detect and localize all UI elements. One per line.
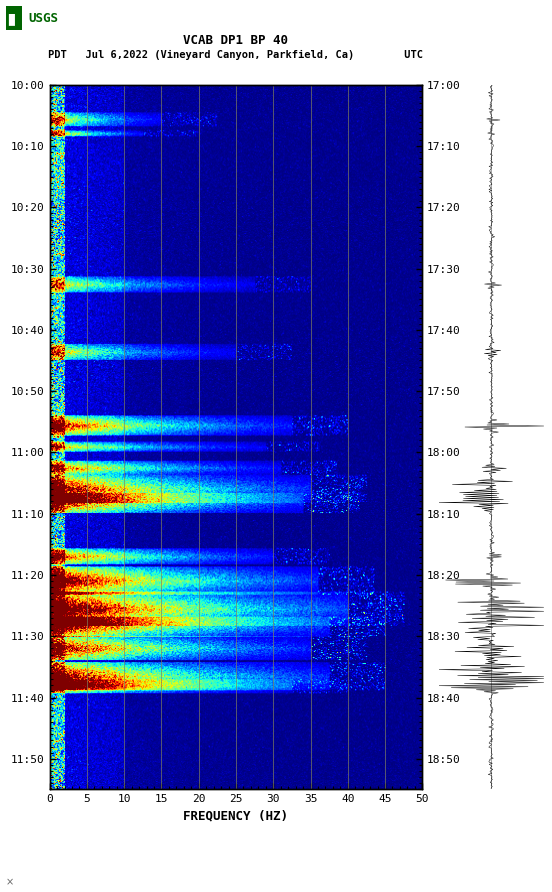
Bar <box>6 6 22 30</box>
X-axis label: FREQUENCY (HZ): FREQUENCY (HZ) <box>183 810 289 822</box>
Text: USGS: USGS <box>29 12 59 25</box>
Text: █: █ <box>8 12 14 25</box>
Text: ×: × <box>6 877 14 887</box>
Text: VCAB DP1 BP 40: VCAB DP1 BP 40 <box>183 34 289 46</box>
Text: PDT   Jul 6,2022 (Vineyard Canyon, Parkfield, Ca)        UTC: PDT Jul 6,2022 (Vineyard Canyon, Parkfie… <box>49 50 423 61</box>
